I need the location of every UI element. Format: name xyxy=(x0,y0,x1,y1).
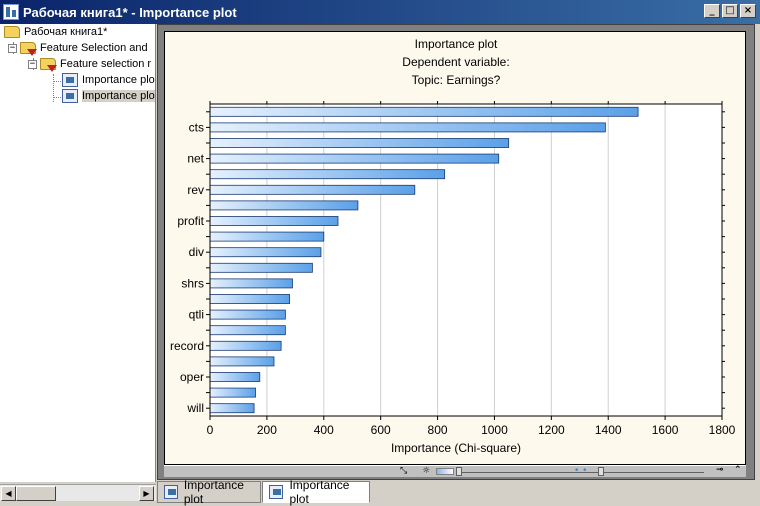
tree-item-feature-selection[interactable]: − Feature Selection and xyxy=(8,40,148,56)
workbook-tree: Рабочая книга1* − Feature Selection and … xyxy=(0,24,156,482)
tree-connector xyxy=(53,97,61,98)
x-tick-label: 200 xyxy=(257,423,277,437)
graph-canvas: Importance plot Dependent variable: Topi… xyxy=(164,31,746,465)
tree-item-label: Рабочая книга1* xyxy=(24,26,108,38)
y-tick-label: will xyxy=(186,401,204,415)
graph-document-icon xyxy=(164,485,178,499)
bar xyxy=(209,356,275,367)
bar xyxy=(209,122,606,133)
graph-document-icon xyxy=(269,485,284,499)
plot-frame xyxy=(209,103,723,417)
folder-open-icon xyxy=(4,26,20,38)
bar xyxy=(209,294,291,304)
tab-label: Importance plot xyxy=(183,478,244,506)
bar xyxy=(209,262,313,273)
bar xyxy=(209,169,446,180)
y-tick-label: oper xyxy=(180,370,204,384)
pan-slider-thumb[interactable] xyxy=(598,467,604,476)
y-tick-label: net xyxy=(187,152,204,166)
x-tick-label: 400 xyxy=(314,423,334,437)
tab-importance-plot-2[interactable]: Importance plot xyxy=(262,478,370,506)
color-scale-icon[interactable] xyxy=(436,468,454,475)
pan-slider-track[interactable] xyxy=(604,472,704,473)
tree-item-importance-plot-1[interactable]: Importance plo xyxy=(62,72,155,88)
bar xyxy=(209,153,500,164)
tree-item-importance-plot-2[interactable]: Importance plo xyxy=(62,88,155,104)
graph-document-icon xyxy=(62,73,78,87)
y-tick-label: qtli xyxy=(189,308,204,322)
collapse-toggle[interactable]: − xyxy=(8,42,17,53)
x-tick-label: 800 xyxy=(428,423,448,437)
zoom-slider-thumb[interactable] xyxy=(456,467,462,476)
bar xyxy=(209,387,256,398)
expand-up-icon[interactable]: ⌃ xyxy=(734,465,742,475)
bar xyxy=(209,106,639,117)
importance-chart: Importance plot Dependent variable: Topi… xyxy=(170,37,736,455)
bar xyxy=(209,138,510,148)
y-tick-label: shrs xyxy=(181,276,204,290)
bar xyxy=(209,184,416,195)
y-tick-label: cts xyxy=(189,120,204,134)
bar xyxy=(209,247,322,258)
scroll-left-button[interactable]: ◀ xyxy=(1,486,16,501)
bar xyxy=(209,372,261,382)
graph-window: Importance plot Dependent variable: Topi… xyxy=(157,24,755,480)
tab-label: Importance plot xyxy=(289,478,350,506)
bar xyxy=(209,231,325,242)
x-tick-label: 600 xyxy=(371,423,391,437)
tree-item-feature-selection-results[interactable]: − Feature selection r xyxy=(28,56,151,72)
tree-item-label: Feature selection r xyxy=(60,58,152,70)
analysis-folder-icon xyxy=(20,42,37,56)
bar xyxy=(209,278,293,289)
tree-horizontal-scrollbar[interactable]: ◀ ▶ xyxy=(0,484,156,501)
tree-connector xyxy=(53,81,61,82)
x-tick-label: 1400 xyxy=(595,423,622,437)
chart-title-line-3: Topic: Earnings? xyxy=(412,73,501,87)
bar xyxy=(209,325,286,336)
x-tick-label: 1000 xyxy=(481,423,508,437)
tree-connector xyxy=(53,74,54,102)
slider-dots-icon: • • xyxy=(574,466,588,476)
y-tick-label: rev xyxy=(187,183,204,197)
maximize-button[interactable]: □ xyxy=(722,4,738,18)
x-tick-label: 1600 xyxy=(652,423,679,437)
bar xyxy=(209,403,255,414)
tree-item-workbook[interactable]: Рабочая книга1* xyxy=(4,24,107,40)
results-folder-icon xyxy=(40,58,57,72)
x-tick-label: 1800 xyxy=(709,423,736,437)
x-axis-label: Importance (Chi-square) xyxy=(391,441,521,455)
minimize-button[interactable]: _ xyxy=(704,4,720,18)
plot-background xyxy=(210,104,722,416)
workbook-icon xyxy=(3,4,19,20)
zoom-fit-icon[interactable]: ⤡ xyxy=(400,466,408,476)
scroll-thumb[interactable] xyxy=(16,486,56,501)
collapse-toggle[interactable]: − xyxy=(28,58,37,69)
close-button[interactable]: × xyxy=(740,4,756,18)
chart-title-line-2: Dependent variable: xyxy=(402,55,509,69)
graph-statusbar: ⤡ ☼ • • ⊸ ⌃ xyxy=(164,465,746,477)
window-title: Рабочая книга1* - Importance plot xyxy=(23,4,237,20)
x-tick-label: 0 xyxy=(207,423,214,437)
bar xyxy=(209,216,339,226)
zoom-slider-track[interactable] xyxy=(460,472,600,473)
tree-item-label: Importance plo xyxy=(82,90,155,102)
y-tick-label: profit xyxy=(177,214,204,228)
graph-document-icon xyxy=(62,89,78,103)
tree-item-label: Importance plo xyxy=(82,74,155,86)
window-titlebar: Рабочая книга1* - Importance plot _ □ × xyxy=(0,0,760,24)
brightness-icon[interactable]: ☼ xyxy=(422,466,431,476)
bar xyxy=(209,309,286,320)
x-tick-label: 1200 xyxy=(538,423,565,437)
toggle-knob-icon[interactable]: ⊸ xyxy=(716,465,724,475)
y-tick-label: record xyxy=(170,339,204,353)
bar xyxy=(209,340,282,351)
scroll-right-button[interactable]: ▶ xyxy=(139,486,154,501)
tree-item-label: Feature Selection and xyxy=(40,42,148,54)
bar xyxy=(209,200,359,211)
window-controls: _ □ × xyxy=(704,4,756,18)
tab-importance-plot-1[interactable]: Importance plot xyxy=(157,478,261,506)
chart-title-line-1: Importance plot xyxy=(415,37,498,51)
y-tick-label: div xyxy=(189,245,204,259)
